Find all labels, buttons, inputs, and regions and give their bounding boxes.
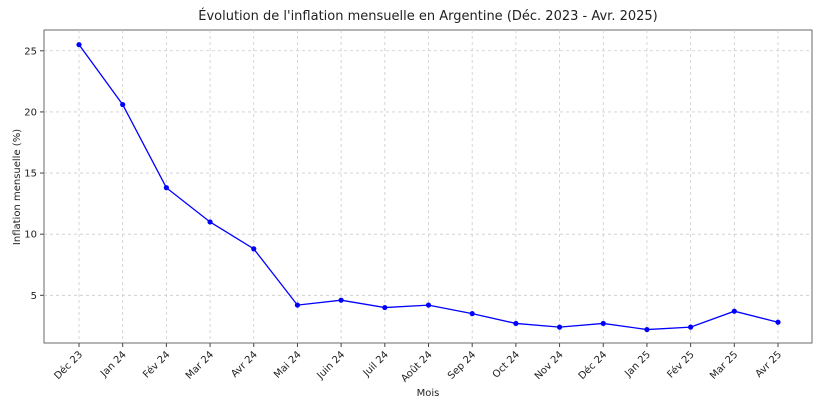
point [382,304,388,311]
point [251,246,257,252]
point [469,311,475,317]
point [644,326,650,333]
y-tick-label: 25 [24,46,37,57]
point [120,101,126,108]
point [600,320,606,327]
x-tick-label: Avr 24 [229,349,260,380]
x-tick-label: Oct 24 [491,349,522,380]
y-tick-label: 5 [31,291,37,302]
x-tick-label: Déc 23 [52,349,85,382]
x-tick-label: Déc 24 [576,349,609,382]
x-tick-label: Jan 25 [622,349,653,380]
point [513,320,519,327]
x-tick-label: Juin 24 [314,349,347,382]
x-tick-label: Fév 24 [141,349,173,381]
x-tick-label: Avr 25 [754,349,785,380]
point [775,319,781,325]
point [425,302,432,308]
x-tick-label: Sep 24 [446,349,478,381]
point [731,308,737,314]
chart-title: Évolution de l'inflation mensuelle en Ar… [198,8,658,24]
point [76,42,82,48]
x-tick-label: Mai 24 [272,349,303,380]
x-tick-label: Nov 24 [533,349,566,382]
x-axis-label: Mois [417,388,440,399]
x-tick-label: Fév 25 [665,349,697,381]
x-tick-label: Juil 24 [361,349,391,379]
point [163,185,169,191]
x-tick-label: Mar 24 [184,349,216,381]
y-tick-label: 15 [24,169,37,180]
x-tick-label: Mar 25 [708,349,740,381]
y-tick-label: 20 [24,107,37,118]
point [338,297,344,303]
x-tick-label: Jan 24 [98,349,129,380]
point [294,302,301,308]
x-tick-label: Août 24 [399,349,435,385]
y-tick-label: 10 [24,230,37,241]
point [688,324,694,330]
plot-frame [43,29,813,344]
point [556,324,563,330]
y-axis-label: Inflation mensuelle (%) [12,129,23,245]
point [207,219,213,225]
